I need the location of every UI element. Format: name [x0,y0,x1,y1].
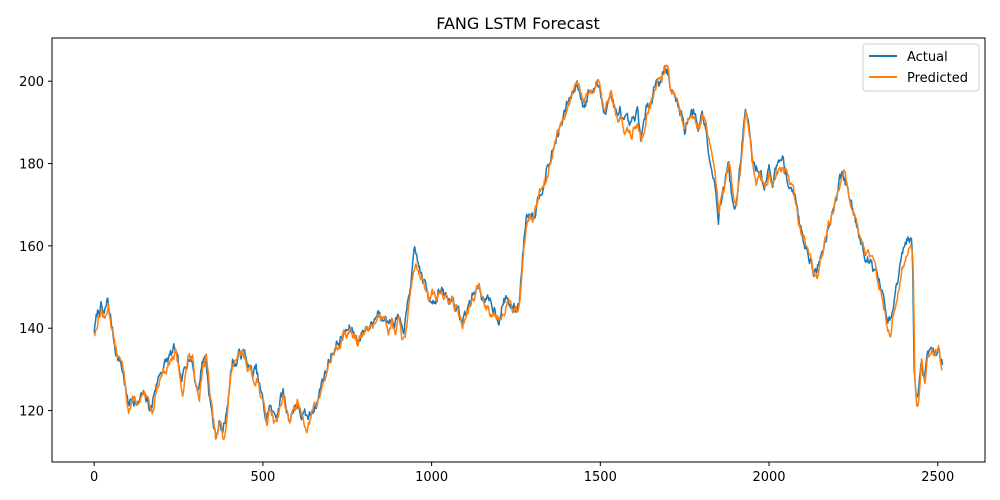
y-tick-label: 200 [19,75,44,90]
legend-label-predicted: Predicted [907,71,968,86]
x-tick-label: 2000 [752,470,785,485]
x-axis: 0 500 1000 1500 2000 2500 [90,462,954,485]
axes-frame [51,37,986,463]
x-tick-label: 2500 [921,470,954,485]
plot-area [93,64,944,440]
legend-label-actual: Actual [907,50,948,65]
x-tick-label: 1500 [584,470,617,485]
x-tick-label: 500 [250,470,275,485]
x-tick-label: 0 [90,470,98,485]
chart-title: FANG LSTM Forecast [436,14,600,33]
series-line-predicted [94,64,943,440]
series-layer [93,64,944,440]
y-tick-label: 120 [19,405,44,420]
y-tick-label: 180 [19,158,44,173]
legend: Actual Predicted [862,43,980,92]
y-axis: 120 140 160 180 200 [19,75,52,420]
series-line-actual [93,65,944,440]
y-tick-label: 160 [19,240,44,255]
y-tick-label: 140 [19,322,44,337]
x-tick-label: 1000 [415,470,448,485]
